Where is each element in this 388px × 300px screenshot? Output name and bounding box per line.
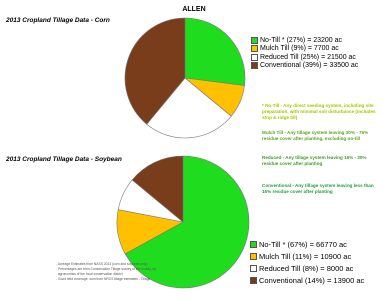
legend-entry: Reduced Till (25%) = 21500 ac: [251, 53, 356, 62]
pie-slice: [124, 155, 250, 289]
pie-slice: [131, 155, 184, 223]
pie-slice: [184, 17, 246, 86]
legend-label: Conventional (14%) = 13900 ac: [259, 275, 365, 285]
footnote: - Acreage Estimates from NASS 2013 (corn…: [56, 262, 148, 266]
definition: Mulch Till - Any tillage system leaving …: [262, 130, 369, 141]
legend-swatch: [250, 276, 257, 284]
legend-entry: Reduced Till (8%) = 8000 ac: [250, 264, 353, 273]
legend-label: Mulch Till (11%) = 10900 ac: [259, 251, 352, 261]
definition: Reduced - Any tillage system leaving 16%…: [262, 155, 367, 166]
legend-label: No-Till * (27%) = 23200 ac: [260, 36, 343, 44]
chart-title: 2013 Cropland Tillage Data - Soybean: [6, 156, 122, 163]
legend-swatch: [251, 45, 258, 53]
legend-entry: No-Till * (67%) = 66770 ac: [250, 240, 347, 249]
legend-label: Reduced Till (25%) = 21500 ac: [260, 53, 356, 61]
definition: * No-Till - Any direct seeding system, i…: [262, 103, 376, 120]
legend-label: Conventional (39%) = 33500 ac: [260, 62, 359, 70]
legend-swatch: [250, 240, 257, 248]
page-title: ALLEN: [182, 6, 206, 13]
legend-entry: Conventional (14%) = 13900 ac: [250, 276, 364, 285]
legend-label: Mulch Till (9%) = 7700 ac: [260, 45, 339, 53]
legend-swatch: [251, 53, 258, 61]
legend-entry: No-Till * (27%) = 23200 ac: [251, 36, 342, 45]
pie-slice: [146, 77, 232, 139]
pie-slice: [124, 17, 186, 125]
footnote: - Percentages are from Conservation Till…: [56, 267, 156, 271]
legend-entry: Mulch Till (9%) = 7700 ac: [251, 45, 339, 54]
legend-entry: Conventional (39%) = 33500 ac: [251, 62, 358, 71]
chart-title: 2013 Cropland Tillage Data - Corn: [6, 17, 110, 24]
legend-label: Reduced Till (8%) = 8000 ac: [259, 263, 354, 273]
legend-entry: Mulch Till (11%) = 10900 ac: [250, 252, 351, 261]
legend-label: No-Till * (67%) = 66770 ac: [259, 239, 347, 249]
legend-swatch: [250, 264, 257, 272]
legend-swatch: [250, 252, 257, 260]
footnote: - Good field coverage, sum from NRCS til…: [56, 277, 151, 281]
legend-swatch: [251, 62, 258, 70]
definition: Conventional - Any tillage system leavin…: [262, 183, 374, 194]
legend-swatch: [251, 36, 258, 44]
footnote: agronomists of the local conservation di…: [56, 272, 123, 276]
